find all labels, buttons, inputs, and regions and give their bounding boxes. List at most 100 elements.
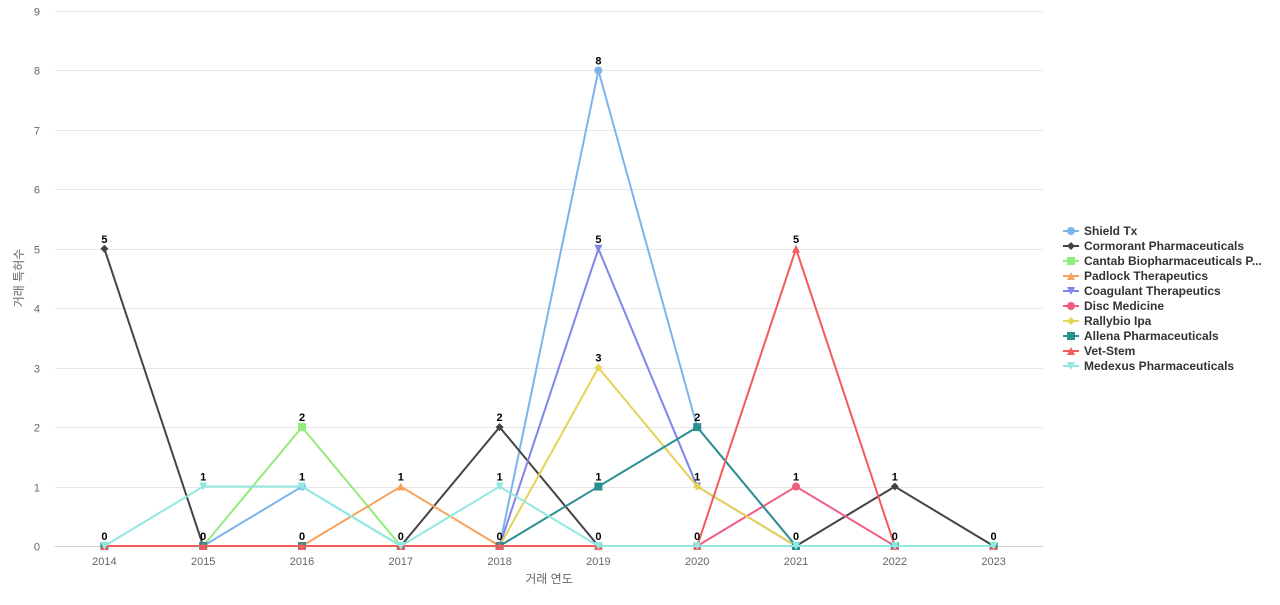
legend-label: Disc Medicine [1084, 299, 1164, 313]
y-tick-label: 5 [34, 245, 40, 257]
legend-item[interactable]: Cantab Biopharmaceuticals P... [1063, 254, 1262, 268]
legend-label: Vet-Stem [1084, 344, 1135, 358]
x-tick-label: 2018 [487, 556, 511, 568]
data-label: 1 [595, 472, 601, 484]
data-point [693, 423, 702, 432]
legend-item[interactable]: Shield Tx [1063, 224, 1138, 238]
legend-label: Rallybio Ipa [1084, 314, 1152, 328]
data-label: 1 [793, 472, 799, 484]
legend-marker [1067, 257, 1075, 265]
series-line [103, 247, 995, 547]
data-point [594, 363, 603, 372]
y-axis-title: 거래 특허수 [12, 249, 26, 308]
data-label: 0 [991, 531, 997, 543]
legend-item[interactable]: Padlock Therapeutics [1063, 269, 1208, 283]
legend-marker [1067, 332, 1075, 340]
data-label: 0 [497, 531, 503, 543]
legend-marker [1067, 347, 1075, 355]
x-tick-label: 2021 [784, 556, 808, 568]
data-point [792, 244, 800, 253]
legend-label: Padlock Therapeutics [1084, 269, 1208, 283]
legend-marker [1067, 302, 1075, 310]
y-tick-label: 2 [34, 423, 40, 435]
x-tick-label: 2020 [685, 556, 709, 568]
y-tick-label: 7 [34, 126, 40, 138]
data-point [792, 542, 800, 550]
data-point [298, 482, 306, 491]
data-label: 1 [497, 472, 503, 484]
data-point [396, 542, 405, 550]
data-label: 0 [398, 531, 404, 543]
x-tick-label: 2015 [191, 556, 215, 568]
x-tick-label: 2022 [883, 556, 907, 568]
data-point [396, 482, 405, 491]
y-tick-label: 1 [34, 483, 40, 495]
data-point [890, 542, 899, 550]
data-label: 0 [595, 531, 601, 543]
data-label: 0 [101, 531, 107, 543]
data-label: 2 [299, 412, 305, 424]
x-axis-title: 거래 연도 [525, 572, 573, 586]
legend-item[interactable]: Vet-Stem [1063, 344, 1135, 358]
data-point [594, 66, 603, 75]
data-label: 0 [299, 531, 305, 543]
legend-item[interactable]: Allena Pharmaceuticals [1063, 329, 1219, 343]
legend-marker [1067, 362, 1075, 370]
data-point [792, 482, 800, 491]
data-label: 3 [595, 353, 601, 365]
x-tick-label: 2017 [389, 556, 413, 568]
data-label: 1 [892, 472, 898, 484]
legend-marker [1067, 317, 1075, 325]
legend-marker [1067, 227, 1075, 235]
x-axis: 2014 2015 2016 2017 2018 2019 2020 2021 2022 2023 [92, 556, 1006, 568]
legend-marker [1067, 272, 1075, 280]
y-tick-label: 6 [34, 185, 40, 197]
data-label: 1 [694, 472, 700, 484]
y-tick-label: 4 [34, 304, 40, 316]
data-label: 5 [595, 234, 601, 246]
y-tick-label: 8 [34, 66, 40, 78]
data-label: 0 [200, 531, 206, 543]
data-label: 5 [793, 234, 799, 246]
data-label: 1 [398, 472, 404, 484]
data-point [594, 244, 603, 253]
legend-item[interactable]: Disc Medicine [1063, 299, 1164, 313]
series-line [103, 247, 995, 547]
legend-label: Cantab Biopharmaceuticals P... [1084, 254, 1262, 268]
x-tick-label: 2014 [92, 556, 116, 568]
y-tick-label: 9 [34, 7, 40, 19]
data-point [594, 482, 603, 491]
data-point [100, 542, 109, 550]
y-tick-label: 3 [34, 364, 40, 376]
data-point [495, 542, 504, 550]
data-point [199, 482, 208, 491]
legend-marker [1067, 242, 1075, 250]
data-point [298, 542, 306, 550]
legend-item[interactable]: Cormorant Pharmaceuticals [1063, 239, 1244, 253]
series-line [103, 485, 995, 547]
data-point [693, 482, 702, 491]
data-label: 0 [793, 531, 799, 543]
legend-label: Medexus Pharmaceuticals [1084, 359, 1234, 373]
data-point [495, 423, 504, 432]
y-axis: 0 1 2 3 4 5 6 7 8 9 [34, 7, 40, 554]
data-point [100, 244, 109, 253]
data-label: 0 [694, 531, 700, 543]
legend-label: Allena Pharmaceuticals [1084, 329, 1219, 343]
data-label: 1 [299, 472, 305, 484]
x-tick-label: 2016 [290, 556, 314, 568]
data-label: 8 [595, 55, 601, 67]
legend-item[interactable]: Coagulant Therapeutics [1063, 284, 1221, 298]
grid-lines [55, 11, 1043, 547]
legend-item[interactable]: Rallybio Ipa [1063, 314, 1152, 328]
data-point [989, 542, 998, 550]
data-label: 5 [101, 234, 107, 246]
data-label: 2 [694, 412, 700, 424]
data-point [693, 542, 702, 550]
legend-label: Cormorant Pharmaceuticals [1084, 239, 1244, 253]
legend-item[interactable]: Medexus Pharmaceuticals [1063, 359, 1234, 373]
